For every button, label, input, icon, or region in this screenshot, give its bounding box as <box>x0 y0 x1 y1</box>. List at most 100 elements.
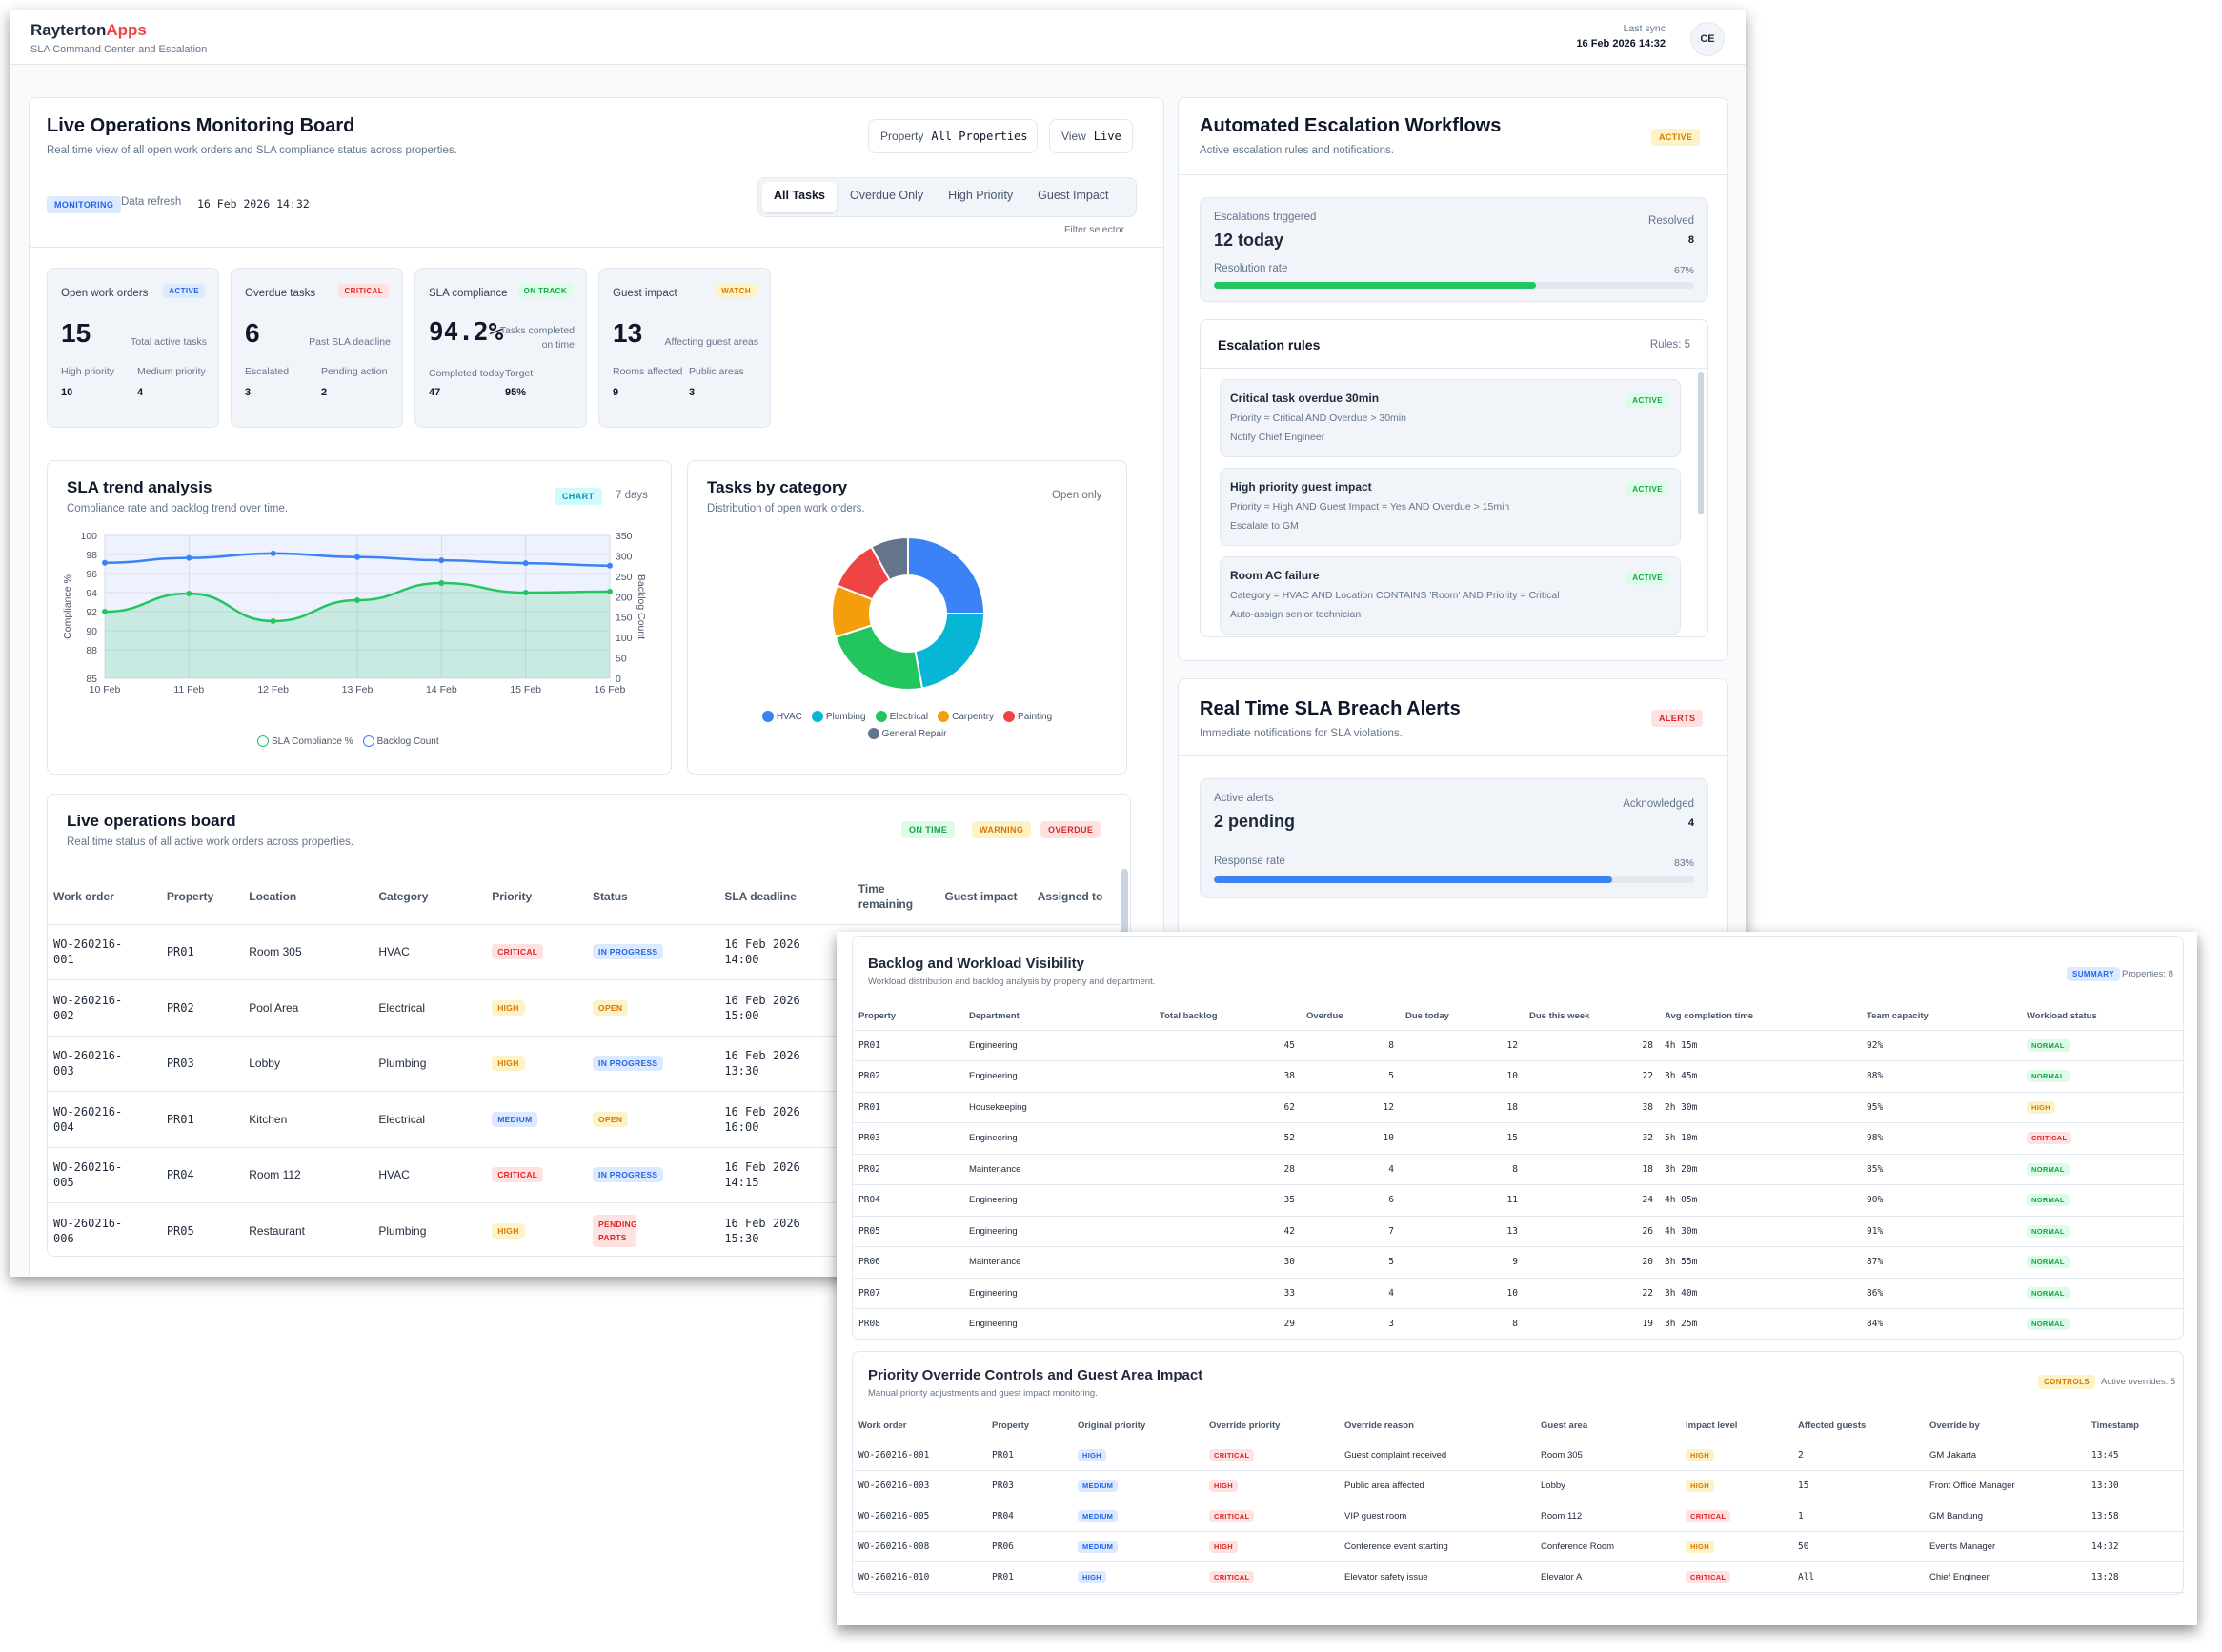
override-priority-badge[interactable]: HIGH <box>1209 1541 1238 1554</box>
legend-item[interactable]: Painting <box>1003 711 1052 722</box>
table-row[interactable]: PR01 Housekeeping 62 12 18 38 2h 30m 95%… <box>853 1092 2185 1123</box>
legend-backlog[interactable]: Backlog Count <box>362 735 439 747</box>
property-select[interactable]: Property All Properties <box>868 119 1038 153</box>
escalation-rule[interactable]: Critical task overdue 30min Priority = C… <box>1220 379 1681 457</box>
work-order-id[interactable]: WO-260216- 003 <box>48 1036 161 1092</box>
column-header[interactable]: Overdue <box>1301 1003 1400 1031</box>
column-header[interactable]: Team capacity <box>1861 1003 2021 1031</box>
table-row[interactable]: PR07 Engineering 33 4 10 22 3h 40m 86% N… <box>853 1278 2185 1309</box>
donut-slice-hvac[interactable] <box>907 535 986 614</box>
table-row[interactable]: PR08 Engineering 29 3 8 19 3h 25m 84% NO… <box>853 1308 2185 1340</box>
work-order-id[interactable]: WO-260216- 006 <box>48 1202 161 1259</box>
property-code: PR02 <box>853 1154 963 1185</box>
column-header[interactable]: Property <box>853 1003 963 1031</box>
y2-tick-label: 350 <box>616 531 633 542</box>
column-header[interactable]: Property <box>986 1413 1072 1440</box>
work-order-id[interactable]: WO-260216- 002 <box>48 979 161 1037</box>
column-header[interactable]: Time remaining <box>852 869 939 925</box>
legend-item[interactable]: Electrical <box>875 711 928 722</box>
kpi-card: Overdue tasks CRITICAL 6 Past SLA deadli… <box>231 268 403 428</box>
column-header[interactable]: Override by <box>1924 1413 2086 1440</box>
legend-item[interactable]: Plumbing <box>811 711 866 722</box>
column-header[interactable]: Work order <box>48 869 161 925</box>
donut-slice-plumbing[interactable] <box>914 613 986 690</box>
column-header[interactable]: Workload status <box>2021 1003 2185 1031</box>
table-row[interactable]: PR04 Engineering 35 6 11 24 4h 05m 90% N… <box>853 1184 2185 1217</box>
work-order-id[interactable]: WO-260216- 001 <box>48 924 161 980</box>
compliance-point <box>270 618 276 624</box>
table-row[interactable]: PR02 Maintenance 28 4 8 18 3h 20m 85% NO… <box>853 1154 2185 1185</box>
override-priority-badge[interactable]: CRITICAL <box>1209 1571 1255 1584</box>
work-order-id[interactable]: WO-260216- 004 <box>48 1091 161 1148</box>
table-row[interactable]: WO-260216-005 PR04 MEDIUM CRITICAL VIP g… <box>853 1501 2185 1533</box>
tab-overdue-only[interactable]: Overdue Only <box>849 189 924 202</box>
override-priority-badge[interactable]: CRITICAL <box>1209 1448 1255 1461</box>
column-header[interactable]: SLA deadline <box>718 869 853 925</box>
column-header[interactable]: Priority <box>486 869 588 925</box>
avatar[interactable]: CE <box>1690 22 1725 56</box>
y-tick-label: 96 <box>86 569 97 580</box>
column-header[interactable]: Total backlog <box>1154 1003 1301 1031</box>
work-order-id[interactable]: WO-260216-005 <box>853 1501 986 1533</box>
override-priority-badge[interactable]: HIGH <box>1209 1479 1238 1492</box>
column-header[interactable]: Work order <box>853 1413 986 1440</box>
refresh-value: 16 Feb 2026 14:32 <box>197 197 310 211</box>
brand-logo[interactable]: RaytertonApps <box>30 21 147 40</box>
compliance-area <box>105 583 610 678</box>
column-header[interactable]: Department <box>963 1003 1154 1031</box>
tab-guest-impact[interactable]: Guest Impact <box>1038 189 1109 202</box>
department: Engineering <box>963 1216 1154 1247</box>
table-row[interactable]: WO-260216-008 PR06 MEDIUM HIGH Conferenc… <box>853 1531 2185 1563</box>
column-header[interactable]: Assigned to <box>1031 869 1124 925</box>
column-header[interactable]: Original priority <box>1072 1413 1203 1440</box>
column-header[interactable]: Property <box>160 869 244 925</box>
table-row[interactable]: WO-260216-010 PR01 HIGH CRITICAL Elevato… <box>853 1561 2185 1594</box>
column-header[interactable]: Guest area <box>1535 1413 1680 1440</box>
work-order-id[interactable]: WO-260216-010 <box>853 1561 986 1594</box>
table-row[interactable]: PR02 Engineering 38 5 10 22 3h 45m 88% N… <box>853 1060 2185 1093</box>
column-header[interactable]: Avg completion time <box>1659 1003 1861 1031</box>
legend-item[interactable]: HVAC <box>761 711 802 722</box>
column-header[interactable]: Override priority <box>1203 1413 1339 1440</box>
table-row[interactable]: WO-260216-001 PR01 HIGH CRITICAL Guest c… <box>853 1440 2185 1471</box>
table-row[interactable]: PR03 Engineering 52 10 15 32 5h 10m 98% … <box>853 1122 2185 1155</box>
column-header[interactable]: Location <box>243 869 374 925</box>
legend-compliance[interactable]: SLA Compliance % <box>257 735 354 747</box>
donut-slice-general-repair[interactable] <box>870 535 909 582</box>
escalation-rule[interactable]: Room AC failure Category = HVAC AND Loca… <box>1220 556 1681 635</box>
table-row[interactable]: PR01 Engineering 45 8 12 28 4h 15m 92% N… <box>853 1030 2185 1061</box>
table-row[interactable]: PR06 Maintenance 30 5 9 20 3h 55m 87% NO… <box>853 1246 2185 1279</box>
rules-scrollbar[interactable] <box>1698 372 1704 514</box>
donut-slice-electrical[interactable] <box>834 624 924 691</box>
tab-high-priority[interactable]: High Priority <box>948 189 1014 202</box>
work-order-id[interactable]: WO-260216-003 <box>853 1470 986 1501</box>
column-header[interactable]: Override reason <box>1339 1413 1535 1440</box>
column-header[interactable]: Impact level <box>1680 1413 1792 1440</box>
legend-item[interactable]: Carpentry <box>938 711 994 722</box>
scrollbar[interactable] <box>1121 869 1128 945</box>
work-order-id[interactable]: WO-260216-008 <box>853 1531 986 1563</box>
override-priority-badge[interactable]: CRITICAL <box>1209 1509 1255 1522</box>
legend-item[interactable]: General Repair <box>867 728 946 739</box>
avg-completion: 3h 55m <box>1659 1246 1861 1279</box>
column-header[interactable]: Category <box>373 869 487 925</box>
column-header[interactable]: Timestamp <box>2086 1413 2185 1440</box>
escalation-rule[interactable]: High priority guest impact Priority = Hi… <box>1220 468 1681 546</box>
work-order-id[interactable]: WO-260216-001 <box>853 1440 986 1471</box>
view-select[interactable]: View Live <box>1049 119 1133 153</box>
department: Engineering <box>963 1060 1154 1093</box>
column-header[interactable]: Due today <box>1400 1003 1524 1031</box>
tab-all-tasks[interactable]: All Tasks <box>762 182 837 212</box>
column-header[interactable]: Affected guests <box>1792 1413 1924 1440</box>
table-row[interactable]: WO-260216-003 PR03 MEDIUM HIGH Public ar… <box>853 1470 2185 1501</box>
category-filter[interactable]: Open only <box>1052 490 1102 501</box>
department: Engineering <box>963 1308 1154 1340</box>
total-backlog: 52 <box>1154 1122 1301 1155</box>
trend-range[interactable]: 7 days <box>616 490 648 501</box>
due-today: 8 <box>1400 1308 1524 1340</box>
column-header[interactable]: Guest impact <box>939 869 1032 925</box>
table-row[interactable]: PR05 Engineering 42 7 13 26 4h 30m 91% N… <box>853 1216 2185 1247</box>
work-order-id[interactable]: WO-260216- 005 <box>48 1147 161 1203</box>
column-header[interactable]: Due this week <box>1524 1003 1659 1031</box>
column-header[interactable]: Status <box>587 869 719 925</box>
